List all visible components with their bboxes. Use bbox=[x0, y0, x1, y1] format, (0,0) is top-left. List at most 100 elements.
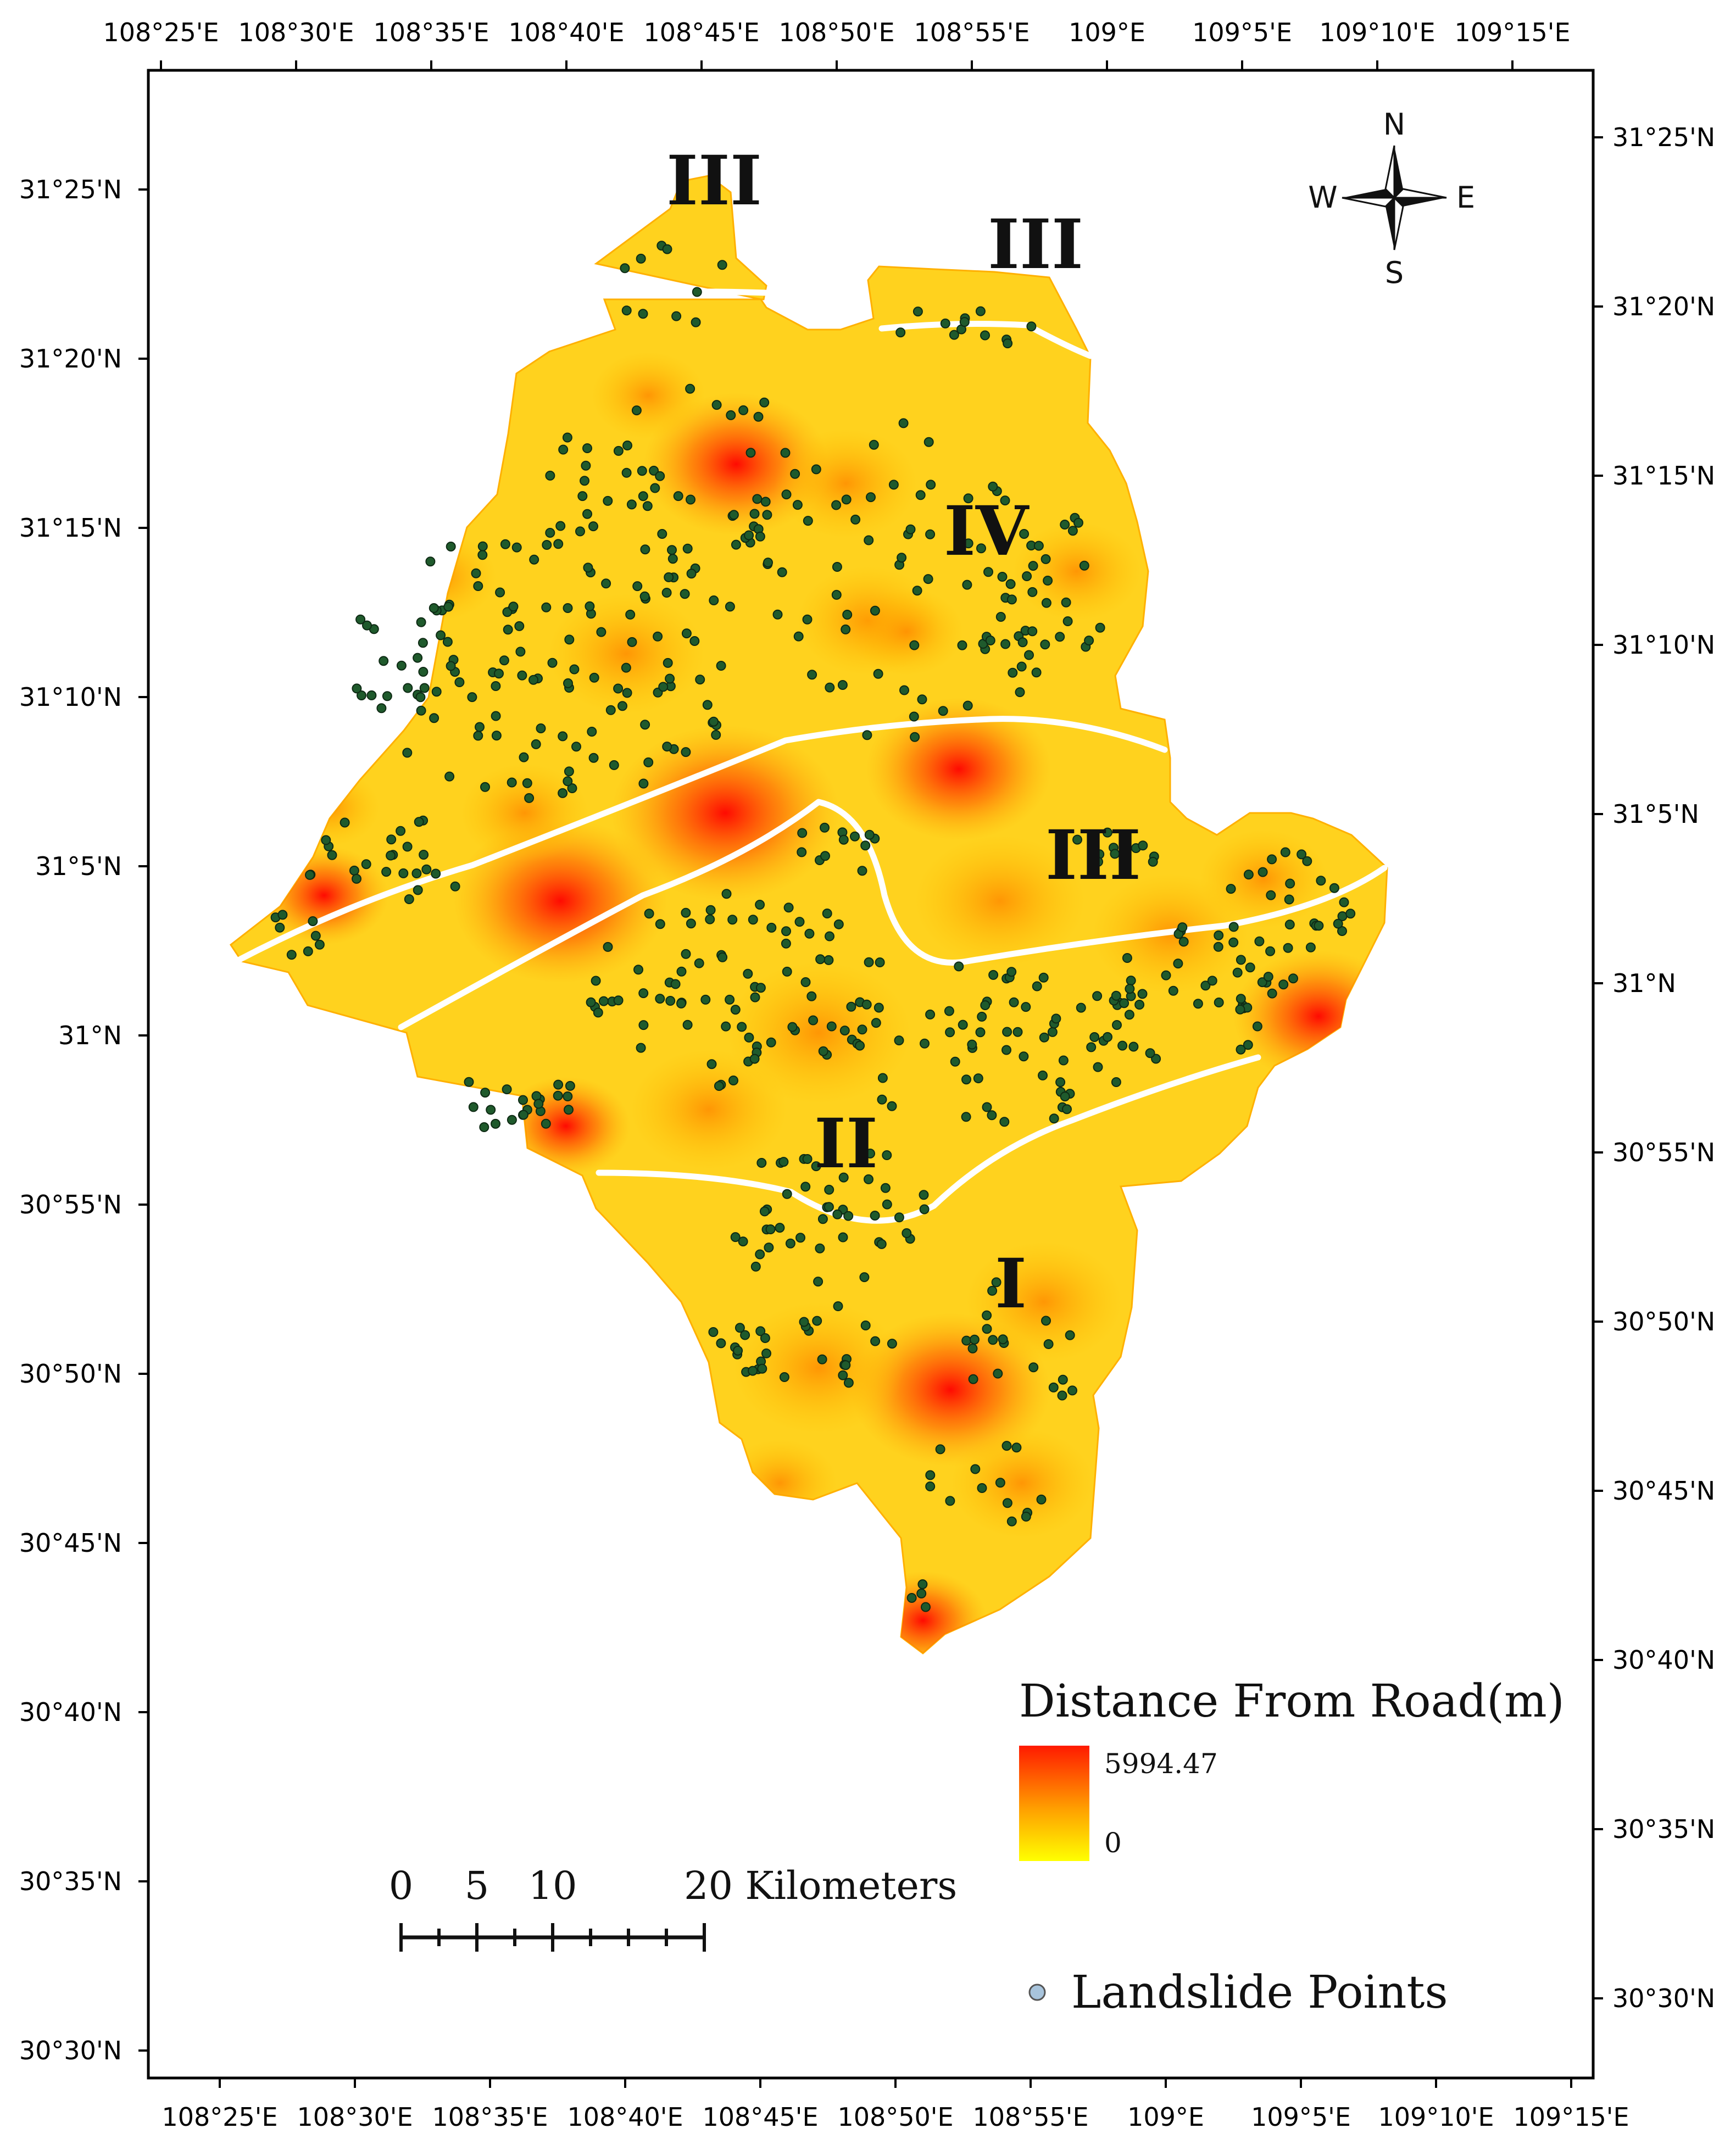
landslide-point bbox=[982, 1102, 992, 1112]
landslide-point bbox=[555, 521, 566, 531]
landslide-point bbox=[564, 766, 574, 777]
landslide-point bbox=[733, 1345, 743, 1356]
landslide-point bbox=[545, 528, 555, 538]
landslide-point bbox=[726, 410, 736, 420]
left-latitude-label-8: 30°45'N bbox=[19, 1528, 122, 1558]
landslide-point bbox=[1073, 517, 1083, 528]
landslide-point bbox=[1055, 632, 1065, 642]
landslide-point bbox=[1027, 587, 1038, 597]
scale-label-20-kilometers: 20 Kilometers bbox=[684, 1863, 957, 1908]
landslide-point bbox=[959, 317, 970, 327]
landslide-point bbox=[899, 685, 909, 695]
landslide-point bbox=[671, 311, 682, 321]
landslide-point bbox=[609, 760, 619, 770]
right-latitude-label-1: 31°20'N bbox=[1612, 292, 1715, 321]
landslide-point bbox=[944, 1006, 954, 1016]
landslide-point bbox=[454, 677, 465, 687]
right-latitude-label-8: 30°45'N bbox=[1612, 1476, 1715, 1506]
landslide-point bbox=[468, 1102, 478, 1112]
right-latitude-label-7: 30°50'N bbox=[1612, 1307, 1715, 1336]
landslide-point bbox=[446, 542, 456, 551]
landslide-point bbox=[752, 494, 763, 504]
landslide-point bbox=[731, 539, 741, 550]
top-longitude-label-6: 108°55'E bbox=[914, 18, 1030, 47]
landslide-point bbox=[799, 1317, 809, 1327]
landslide-point bbox=[415, 692, 426, 703]
landslide-point bbox=[1207, 976, 1217, 986]
landslide-point bbox=[1026, 321, 1037, 332]
landslide-point bbox=[1009, 997, 1019, 1007]
distance-hotspot bbox=[950, 1428, 1093, 1538]
landslide-point bbox=[716, 1338, 726, 1349]
landslide-point bbox=[349, 865, 359, 876]
landslide-point bbox=[1041, 1316, 1051, 1326]
distance-hotspot bbox=[280, 769, 380, 846]
landslide-point bbox=[923, 437, 934, 447]
landslide-point bbox=[727, 915, 738, 925]
landslide-point bbox=[838, 834, 849, 845]
landslide-point bbox=[450, 881, 460, 892]
landslide-point bbox=[321, 835, 331, 845]
distance-hotspot bbox=[723, 1439, 837, 1527]
distance-hotspot bbox=[914, 835, 1086, 967]
landslide-point bbox=[764, 1243, 774, 1253]
landslide-point bbox=[491, 1118, 500, 1129]
landslide-point bbox=[919, 1204, 930, 1215]
landslide-point bbox=[588, 521, 598, 532]
landslide-point bbox=[755, 1326, 766, 1336]
landslide-point bbox=[870, 1211, 880, 1221]
landslide-point bbox=[1148, 856, 1158, 867]
landslide-point bbox=[1151, 1054, 1161, 1064]
landslide-point bbox=[502, 607, 513, 617]
landslide-point bbox=[1012, 1027, 1023, 1037]
landslide-point bbox=[995, 612, 1006, 622]
landslide-point bbox=[655, 471, 665, 481]
landslide-point bbox=[909, 711, 919, 722]
landslide-point bbox=[864, 535, 874, 545]
landslide-point bbox=[985, 636, 995, 645]
landslide-point bbox=[766, 1037, 776, 1048]
landslide-point bbox=[670, 979, 681, 989]
landslide-point bbox=[755, 983, 766, 993]
landslide-point bbox=[833, 919, 844, 929]
landslide-point bbox=[755, 900, 765, 910]
landslide-point bbox=[1022, 571, 1032, 581]
scale-label-10: 10 bbox=[528, 1863, 577, 1908]
landslide-point bbox=[1252, 1021, 1262, 1032]
landslide-point bbox=[859, 1272, 870, 1283]
bottom-longitude-label-8: 109°5'E bbox=[1251, 2102, 1351, 2132]
landslide-point bbox=[1067, 1385, 1077, 1396]
landslide-point bbox=[945, 1027, 955, 1038]
landslide-point bbox=[781, 938, 791, 949]
landslide-point bbox=[785, 1238, 795, 1249]
landslide-point bbox=[1329, 883, 1339, 893]
landslide-point bbox=[1228, 937, 1239, 948]
distance-hotspot bbox=[1233, 950, 1387, 1082]
landslide-point bbox=[792, 500, 803, 510]
landslide-point bbox=[812, 1316, 822, 1326]
right-latitude-label-5: 31°N bbox=[1612, 968, 1676, 998]
landslide-point bbox=[912, 307, 923, 317]
landslide-point bbox=[591, 976, 601, 986]
landslide-point bbox=[1032, 981, 1042, 991]
landslide-point bbox=[760, 1333, 770, 1343]
landslide-point bbox=[794, 917, 805, 927]
landslide-point bbox=[1110, 849, 1120, 859]
landslide-point bbox=[1038, 1070, 1048, 1080]
landslide-point bbox=[502, 1084, 512, 1095]
landslide-point bbox=[686, 569, 697, 579]
landslide-point bbox=[376, 703, 387, 714]
landslide-point bbox=[425, 556, 436, 567]
landslide-point bbox=[721, 889, 732, 899]
landslide-point bbox=[625, 609, 636, 620]
right-latitude-label-6: 30°55'N bbox=[1612, 1138, 1715, 1167]
landslide-point bbox=[740, 1330, 750, 1340]
landslide-point bbox=[429, 713, 439, 723]
landslide-point bbox=[480, 1088, 491, 1098]
landslide-point bbox=[744, 1032, 754, 1043]
landslide-point bbox=[1254, 936, 1265, 946]
landslide-point bbox=[695, 675, 705, 685]
landslide-point bbox=[1111, 1077, 1121, 1087]
landslide-point bbox=[676, 966, 687, 977]
right-latitude-labels: 31°25'N 31°20'N 31°15'N 31°10'N 31°5'N 31°N 30… bbox=[1612, 122, 1715, 2013]
